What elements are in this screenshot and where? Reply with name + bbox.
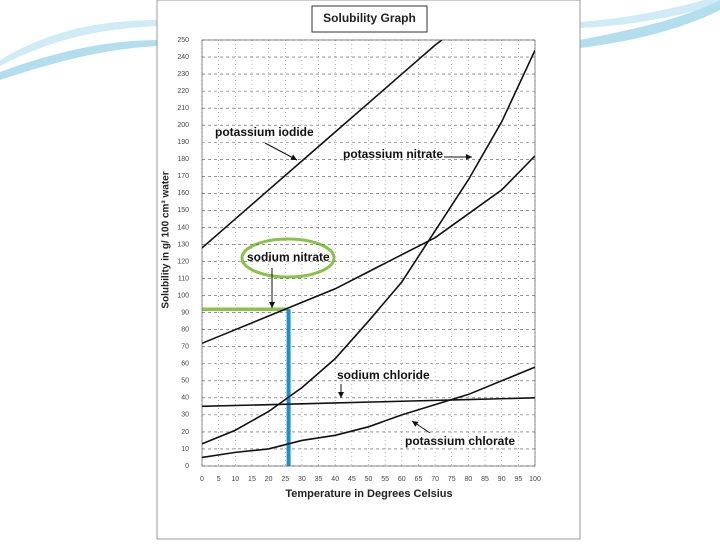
y-tick-label: 70 — [181, 344, 189, 351]
x-tick-label: 20 — [265, 476, 273, 483]
y-tick-label: 180 — [177, 156, 189, 163]
y-tick-label: 140 — [177, 224, 189, 231]
y-tick-label: 110 — [178, 275, 189, 282]
y-tick-label: 100 — [177, 292, 189, 299]
y-tick-label: 160 — [177, 190, 189, 197]
x-tick-label: 5 — [217, 476, 221, 483]
series-label: potassium iodide — [215, 125, 314, 139]
y-tick-label: 40 — [181, 395, 189, 402]
y-tick-label: 50 — [181, 378, 189, 385]
x-tick-label: 0 — [200, 476, 204, 483]
x-tick-label: 10 — [231, 476, 239, 483]
swoosh — [580, 0, 720, 28]
y-tick-label: 10 — [181, 446, 189, 453]
swoosh — [0, 40, 160, 80]
x-tick-label: 55 — [381, 476, 389, 483]
x-tick-label: 45 — [348, 476, 356, 483]
series-line — [202, 49, 535, 445]
y-tick-label: 230 — [177, 71, 189, 78]
swoosh — [580, 0, 720, 48]
y-tick-label: 0 — [185, 463, 189, 470]
x-tick-label: 60 — [398, 476, 406, 483]
plot-frame — [201, 39, 536, 467]
y-tick-label: 190 — [177, 139, 189, 146]
series-label: potassium nitrate — [343, 147, 443, 161]
y-tick-label: 150 — [177, 207, 189, 214]
x-tick-label: 30 — [298, 476, 306, 483]
y-tick-label: 90 — [181, 309, 189, 316]
x-tick-label: 70 — [431, 476, 439, 483]
label-arrow — [264, 142, 298, 161]
x-tick-label: 100 — [529, 476, 541, 483]
x-tick-label: 95 — [514, 476, 522, 483]
x-tick-label: 50 — [365, 476, 373, 483]
x-axis-label: Temperature in Degrees Celsius — [285, 488, 452, 500]
y-tick-label: 20 — [181, 429, 189, 436]
chart-title: Solubility Graph — [323, 11, 416, 25]
x-tick-label: 75 — [448, 476, 456, 483]
y-tick-label: 30 — [181, 412, 189, 419]
y-tick-label: 120 — [177, 258, 189, 265]
series-label: potassium chlorate — [405, 434, 515, 448]
title-box — [311, 5, 428, 33]
x-tick-label: 65 — [415, 476, 423, 483]
label-arrow — [411, 420, 431, 434]
y-tick-label: 240 — [177, 54, 189, 61]
y-tick-label: 170 — [177, 173, 189, 180]
x-tick-label: 80 — [465, 476, 473, 483]
series-line — [202, 155, 535, 345]
x-tick-label: 90 — [498, 476, 506, 483]
y-tick-label: 210 — [177, 105, 189, 112]
y-tick-label: 220 — [177, 88, 189, 95]
y-tick-label: 80 — [181, 327, 189, 334]
x-tick-label: 85 — [481, 476, 489, 483]
x-tick-label: 35 — [315, 476, 323, 483]
series-line — [202, 40, 443, 249]
highlight-circle — [240, 237, 336, 279]
x-tick-label: 15 — [248, 476, 256, 483]
series-line — [202, 397, 535, 408]
series-label: sodium chloride — [337, 368, 430, 382]
y-tick-label: 200 — [177, 122, 189, 129]
x-tick-label: 40 — [331, 476, 339, 483]
swoosh — [0, 20, 160, 66]
y-tick-label: 130 — [177, 241, 189, 248]
x-tick-label: 25 — [281, 476, 289, 483]
y-tick-label: 250 — [177, 37, 189, 44]
series-line — [202, 366, 535, 459]
y-axis-label: Solubility in g/ 100 cm³ water — [161, 171, 172, 308]
y-tick-label: 60 — [181, 361, 189, 368]
series-label: sodium nitrate — [247, 250, 330, 264]
